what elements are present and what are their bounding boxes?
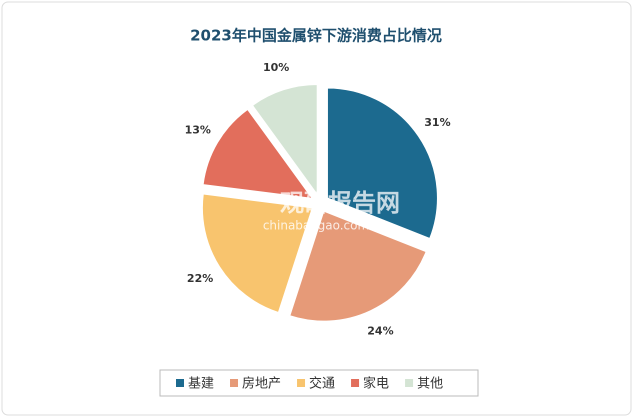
legend-swatch (405, 379, 414, 387)
legend-label: 房地产 (242, 376, 281, 392)
pie-slice (289, 210, 427, 322)
legend-box (159, 369, 479, 397)
pie-slice (251, 83, 318, 196)
legend-swatch (297, 379, 306, 387)
pie-slice (202, 108, 314, 200)
data-label: 13% (185, 124, 211, 137)
legend-swatch (230, 379, 239, 387)
data-label: 24% (367, 324, 393, 337)
pie-slice (326, 87, 438, 240)
data-label: 10% (263, 61, 289, 74)
data-label: 31% (424, 116, 450, 129)
legend-label: 家电 (363, 376, 389, 392)
legend-label: 交通 (309, 376, 335, 392)
pie-slice (201, 193, 314, 314)
legend-label: 基建 (188, 377, 214, 392)
watermark-url: chinabaogao.com (263, 219, 369, 233)
chart-title: 2023年中国金属锌下游消费占比情况 (190, 27, 442, 45)
legend-label: 其他 (417, 377, 443, 392)
data-label: 22% (187, 272, 213, 285)
legend-swatch (176, 379, 184, 387)
watermark: 观研报告网 (280, 189, 400, 217)
legend-swatch (351, 379, 360, 387)
